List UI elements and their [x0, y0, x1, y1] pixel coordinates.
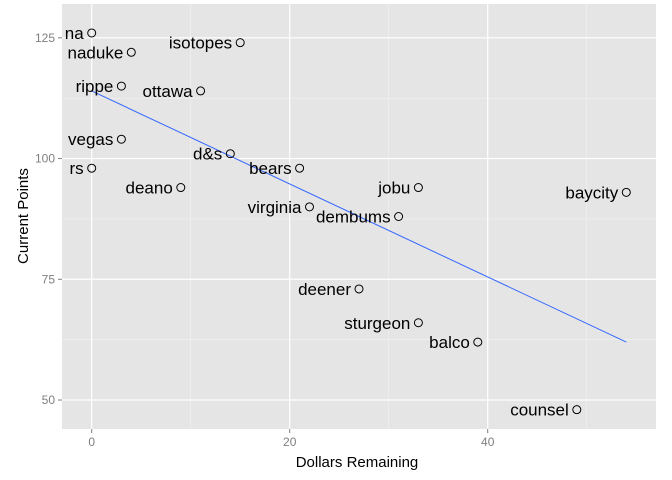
x-tick-label: 40	[481, 435, 495, 449]
trend-line	[91, 90, 627, 343]
data-point	[126, 47, 136, 57]
data-point	[116, 81, 126, 91]
y-tick-label: 50	[42, 393, 56, 407]
y-axis-title: Current Points	[15, 168, 32, 264]
point-label: deener	[298, 280, 351, 299]
data-point	[196, 86, 206, 96]
point-label: bears	[249, 159, 292, 178]
point-label: virginia	[248, 198, 302, 217]
point-label: ottawa	[143, 82, 194, 101]
data-point	[87, 163, 97, 173]
x-tick-label: 0	[88, 435, 95, 449]
data-point	[413, 183, 423, 193]
points-group	[87, 28, 631, 415]
y-tick-label: 100	[35, 152, 55, 166]
data-point	[87, 28, 97, 38]
x-axis-title: Dollars Remaining	[296, 454, 419, 471]
data-point	[305, 202, 314, 212]
point-label: rs	[70, 159, 84, 178]
point-label: isotopes	[169, 34, 232, 53]
point-label: sturgeon	[344, 314, 410, 333]
data-point	[413, 318, 423, 328]
point-label: balco	[429, 333, 470, 352]
point-label: jobu	[377, 179, 410, 198]
point-label: dembums	[316, 208, 391, 227]
data-point	[572, 405, 582, 415]
data-point	[295, 163, 305, 173]
point-label: d&s	[193, 145, 222, 164]
data-point	[235, 38, 245, 48]
point-label: vegas	[68, 130, 113, 149]
point-label: counsel	[510, 401, 569, 420]
point-label: deano	[126, 179, 173, 198]
y-tick-label: 125	[35, 31, 55, 45]
point-label: baycity	[565, 183, 618, 202]
major-grid	[62, 4, 656, 429]
data-point	[225, 149, 235, 159]
data-point	[176, 183, 186, 193]
x-axis-ticks: 0 20 40	[88, 429, 495, 449]
data-point	[354, 284, 364, 294]
y-axis-ticks: 50 75 100 125	[35, 31, 62, 407]
minor-grid	[62, 4, 656, 429]
trend-line-group	[91, 90, 627, 343]
point-label: rippe	[76, 77, 114, 96]
data-point	[394, 212, 404, 221]
data-point	[621, 187, 631, 197]
y-tick-label: 75	[42, 272, 56, 286]
x-tick-label: 20	[283, 435, 297, 449]
data-point	[116, 134, 126, 144]
point-label: na	[65, 24, 84, 43]
data-point	[473, 337, 483, 347]
point-label: naduke	[68, 43, 124, 62]
